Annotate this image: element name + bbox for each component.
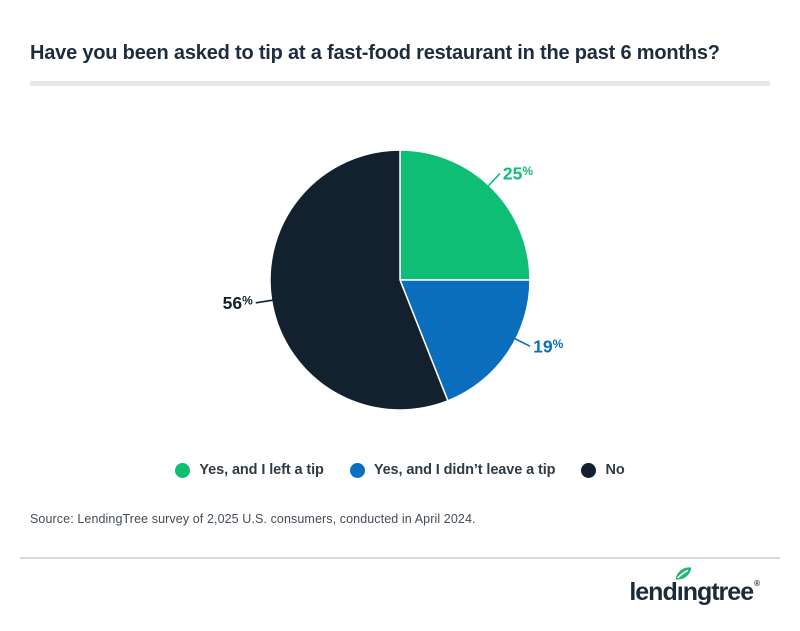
pie-slice-1: [399, 279, 531, 402]
leaf-icon: [675, 567, 692, 580]
logo-text-lend: lend: [629, 578, 677, 606]
legend-item: Yes, and I didn’t leave a tip: [349, 462, 556, 478]
logo-text-ngtree: ngtree: [682, 578, 754, 606]
source-note: Source: LendingTree survey of 2,025 U.S.…: [30, 512, 476, 526]
pie-slice-2: [269, 149, 449, 411]
chart-title: Have you been asked to tip at a fast-foo…: [30, 42, 720, 64]
logo-text-i: ı: [676, 578, 684, 606]
legend-swatch-icon: [175, 462, 191, 478]
pie-chart: 25% 19% 56%: [223, 149, 564, 411]
legend-item: Yes, and I left a tip: [175, 462, 324, 478]
pie-slice-0: [399, 149, 531, 281]
legend-swatch-icon: [349, 462, 365, 478]
legend-swatch-icon: [581, 462, 597, 478]
label-leader-line: [255, 299, 273, 304]
legend-label: Yes, and I didn’t leave a tip: [373, 462, 556, 478]
label-leader-line: [514, 337, 531, 348]
slice-value-label: 56%: [223, 293, 253, 313]
slice-value-label: 25%: [503, 164, 533, 184]
slice-value-label: 19%: [533, 336, 563, 356]
legend-item: No: [581, 462, 625, 478]
chart-legend: Yes, and I left a tip Yes, and I didn’t l…: [0, 456, 800, 484]
lendingtree-logo: lendı ngtree®: [629, 567, 760, 607]
footer-divider: [20, 557, 780, 559]
legend-label: No: [605, 462, 625, 478]
label-leader-line: [487, 173, 501, 187]
title-divider: [30, 81, 770, 86]
logo-registered-mark: ®: [754, 579, 760, 588]
legend-label: Yes, and I left a tip: [199, 462, 324, 478]
